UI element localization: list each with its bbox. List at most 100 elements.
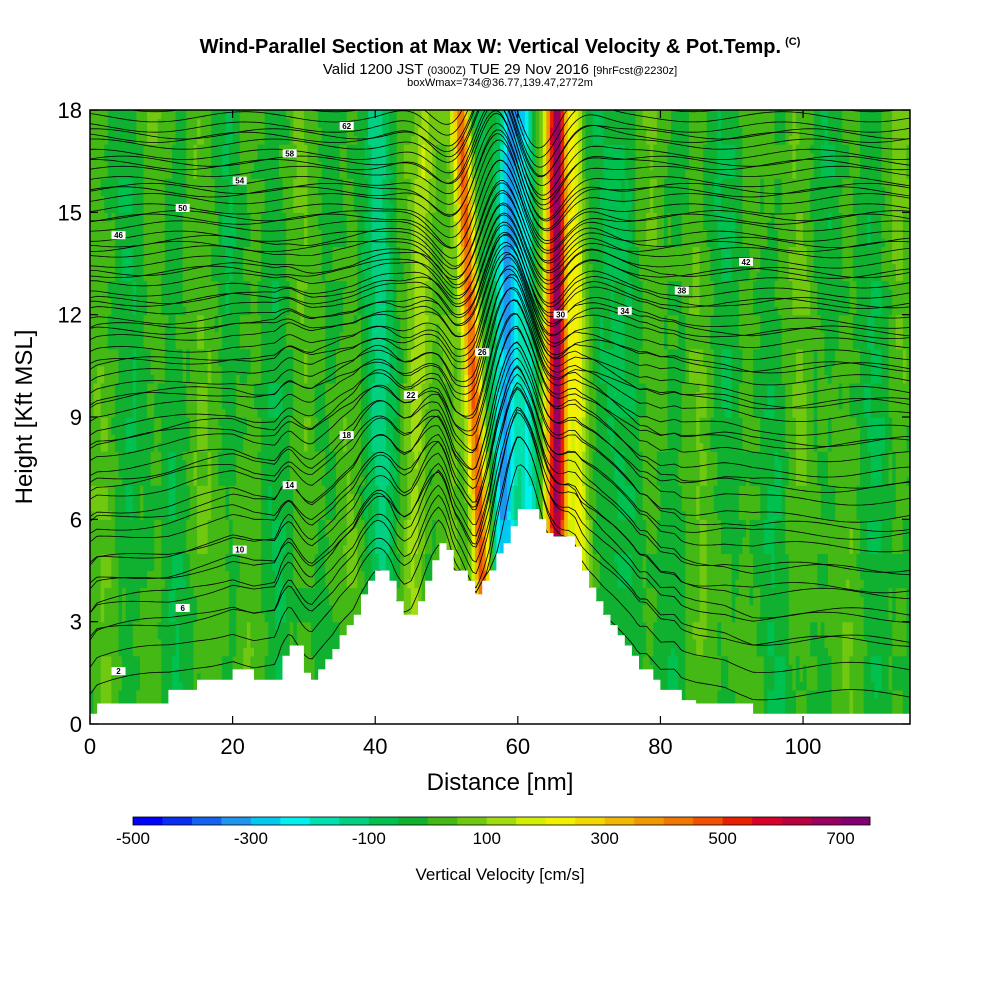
velocity-cell [229, 510, 234, 520]
velocity-cell [114, 468, 120, 478]
velocity-cell [147, 425, 152, 435]
velocity-cell [136, 254, 141, 265]
velocity-cell [239, 195, 244, 205]
velocity-cell [278, 169, 284, 179]
velocity-cell [125, 161, 130, 171]
velocity-cell [100, 476, 105, 486]
velocity-cell [286, 579, 291, 589]
velocity-cell [261, 408, 266, 418]
velocity-cell [186, 672, 191, 682]
velocity-cell [189, 374, 194, 384]
velocity-cell [275, 621, 280, 631]
velocity-cell [132, 374, 137, 384]
velocity-cell [336, 638, 341, 648]
velocity-cell [200, 579, 205, 589]
velocity-cell [264, 280, 269, 290]
velocity-cell [186, 621, 191, 631]
velocity-cell [211, 485, 216, 495]
velocity-cell [332, 519, 337, 529]
velocity-cell [268, 382, 273, 393]
velocity-cell [193, 110, 198, 120]
velocity-cell [211, 579, 216, 589]
velocity-cell [172, 442, 177, 452]
velocity-cell [97, 561, 102, 572]
velocity-cell [236, 476, 241, 486]
velocity-cell [325, 365, 330, 375]
velocity-cell [143, 289, 148, 299]
velocity-cell [214, 254, 219, 265]
velocity-cell [143, 655, 148, 665]
velocity-cell [150, 596, 155, 606]
velocity-cell [139, 681, 145, 691]
velocity-cell [211, 220, 216, 230]
velocity-cell [143, 374, 148, 384]
velocity-cell [200, 434, 205, 444]
velocity-cell [300, 510, 305, 520]
velocity-cell [129, 519, 134, 529]
velocity-cell [136, 596, 141, 606]
velocity-cell [271, 621, 276, 631]
velocity-cell [321, 348, 326, 358]
velocity-cell [129, 127, 134, 137]
velocity-cell [264, 263, 269, 273]
velocity-cell [139, 280, 145, 290]
velocity-cell [293, 630, 298, 640]
velocity-cell [172, 613, 177, 623]
velocity-cell [193, 254, 198, 265]
velocity-cell [186, 536, 191, 546]
velocity-cell [275, 203, 280, 213]
velocity-cell [90, 647, 95, 657]
velocity-cell [125, 382, 130, 393]
velocity-cell [307, 561, 312, 572]
velocity-cell [307, 314, 312, 324]
velocity-cell [261, 536, 266, 546]
velocity-cell [132, 399, 137, 410]
velocity-cell [296, 254, 301, 265]
velocity-cell [186, 237, 191, 248]
velocity-cell [221, 246, 227, 256]
velocity-cell [200, 127, 205, 137]
velocity-cell [150, 630, 155, 640]
velocity-cell [154, 604, 159, 614]
velocity-cell [303, 297, 309, 307]
velocity-cell [303, 655, 309, 665]
velocity-cell [318, 110, 323, 120]
velocity-cell [325, 519, 330, 529]
velocity-cell [161, 297, 166, 307]
velocity-cell [214, 297, 219, 307]
velocity-cell [104, 493, 109, 503]
velocity-cell [318, 425, 323, 435]
velocity-cell [325, 493, 330, 503]
velocity-cell [90, 374, 95, 384]
velocity-cell [196, 135, 202, 145]
velocity-cell [328, 544, 334, 555]
velocity-cell [111, 220, 116, 230]
velocity-cell [239, 382, 244, 393]
velocity-cell [175, 510, 180, 520]
velocity-cell [182, 621, 187, 631]
velocity-cell [168, 374, 173, 384]
velocity-cell [271, 391, 276, 401]
velocity-cell [221, 127, 227, 137]
velocity-cell [161, 698, 166, 708]
velocity-cell [93, 263, 98, 273]
velocity-cell [325, 152, 330, 162]
velocity-cell [132, 408, 137, 418]
velocity-cell [200, 468, 205, 478]
velocity-cell [236, 485, 241, 495]
velocity-cell [150, 664, 155, 674]
velocity-cell [143, 536, 148, 546]
velocity-cell [104, 417, 109, 427]
velocity-cell [246, 579, 252, 589]
velocity-cell [321, 254, 326, 265]
velocity-cell [107, 178, 112, 188]
velocity-cell [93, 280, 98, 290]
velocity-cell [264, 672, 269, 682]
velocity-cell [129, 621, 134, 631]
velocity-cell [125, 502, 130, 512]
velocity-cell [318, 195, 323, 205]
velocity-cell [111, 314, 116, 324]
velocity-cell [311, 391, 316, 401]
velocity-cell [111, 544, 116, 555]
velocity-cell [157, 561, 162, 572]
